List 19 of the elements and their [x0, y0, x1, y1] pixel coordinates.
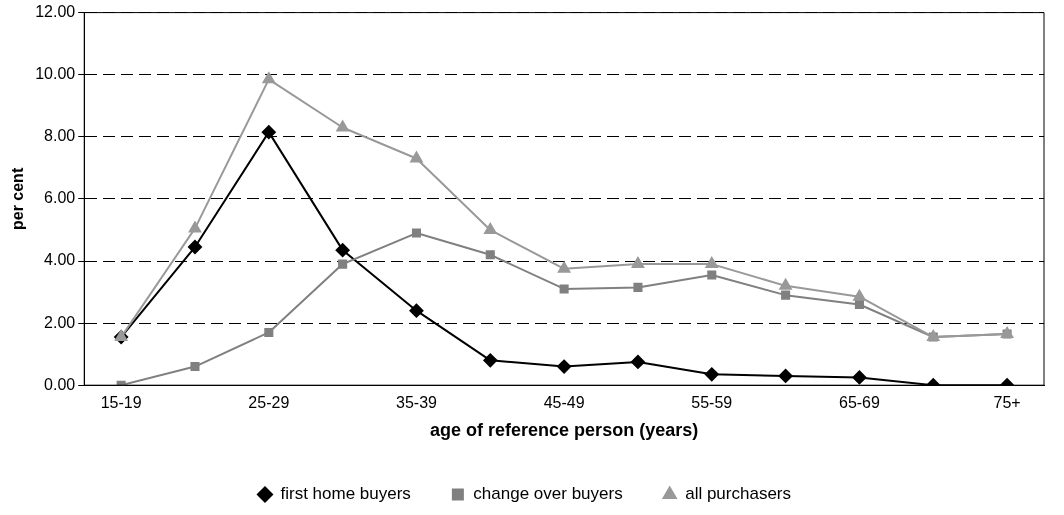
x-axis-title: age of reference person (years)	[430, 420, 699, 441]
y-tick-label: 10.00	[35, 65, 76, 83]
y-tick-label: 12.00	[35, 3, 76, 21]
y-tick-label: 0.00	[44, 375, 76, 393]
x-tick-label: 25-29	[248, 394, 290, 412]
x-tick-label: 65-69	[838, 394, 880, 412]
y-tick-label: 6.00	[44, 189, 76, 207]
x-tick-label: 75+	[993, 394, 1021, 412]
y-tick-label: 4.00	[44, 251, 76, 269]
legend-label: all purchasers	[685, 484, 792, 504]
legend-label: first home buyers	[280, 484, 411, 504]
x-tick-label: 45-49	[543, 394, 585, 412]
legend-label: change over buyers	[473, 484, 623, 504]
y-axis-title: per cent	[9, 167, 27, 231]
x-tick-label: 55-59	[691, 394, 733, 412]
x-tick-label: 35-39	[396, 394, 438, 412]
y-tick-label: 8.00	[44, 127, 76, 145]
x-tick-label: 15-19	[100, 394, 142, 412]
y-tick-label: 2.00	[44, 313, 76, 331]
